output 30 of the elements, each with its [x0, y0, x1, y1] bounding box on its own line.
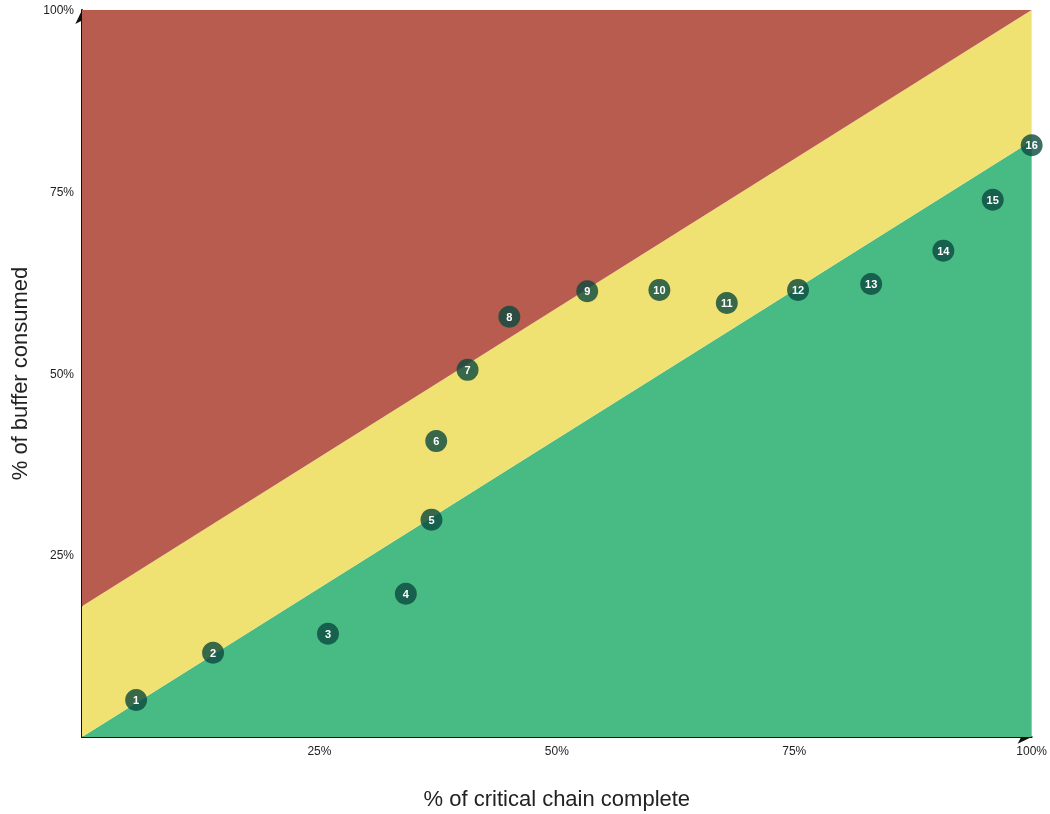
annotation: 6	[433, 435, 440, 448]
annotation: 3	[324, 627, 332, 640]
annotation: 11	[720, 296, 733, 309]
x-tick-label: 25%	[307, 744, 332, 758]
annotation: 7	[464, 363, 471, 376]
annotation: 13	[865, 278, 878, 291]
annotation: 8	[506, 310, 513, 323]
annotation: 2	[209, 646, 217, 659]
point	[125, 688, 148, 711]
annotation: 14	[937, 244, 951, 257]
annotation: 15	[986, 193, 999, 206]
y-axis-title: % of buffer consumed	[6, 266, 32, 481]
annotation: 1	[133, 693, 140, 706]
point	[394, 582, 417, 605]
annotation: 16	[1025, 139, 1038, 152]
annotation: 9	[584, 285, 591, 298]
point	[316, 622, 339, 645]
x-tick-label: 100%	[1016, 744, 1048, 758]
y-tick-label: 75%	[49, 184, 75, 199]
x-tick-label: 50%	[544, 744, 570, 758]
y-tick-label: 25%	[49, 548, 75, 563]
annotation: 5	[428, 513, 435, 526]
x-axis-title: % of critical chain complete	[423, 785, 691, 811]
annotation: 10	[653, 283, 666, 296]
y-tick-label: 50%	[49, 366, 75, 381]
annotation: 12	[791, 283, 805, 296]
x-tick-label: 75%	[782, 744, 807, 758]
point	[456, 358, 479, 381]
annotation: 4	[402, 587, 410, 600]
y-tick-label: 100%	[43, 3, 75, 17]
